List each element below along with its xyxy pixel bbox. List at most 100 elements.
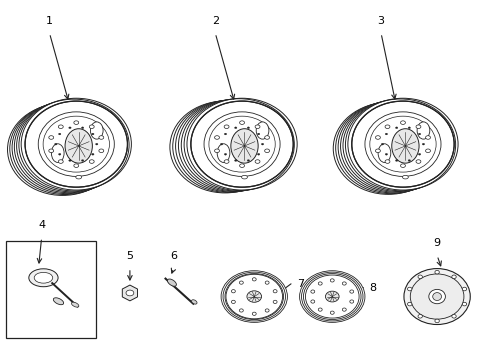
Ellipse shape bbox=[74, 164, 79, 167]
Ellipse shape bbox=[395, 127, 397, 129]
Text: 4: 4 bbox=[38, 220, 45, 230]
Ellipse shape bbox=[400, 121, 405, 125]
Ellipse shape bbox=[416, 122, 429, 139]
Ellipse shape bbox=[217, 144, 229, 162]
Ellipse shape bbox=[126, 290, 134, 296]
Ellipse shape bbox=[7, 104, 118, 195]
Ellipse shape bbox=[407, 302, 411, 306]
Ellipse shape bbox=[175, 100, 285, 192]
Ellipse shape bbox=[89, 125, 94, 129]
Ellipse shape bbox=[261, 143, 263, 145]
Ellipse shape bbox=[246, 291, 261, 302]
Ellipse shape bbox=[400, 164, 405, 167]
Ellipse shape bbox=[409, 274, 463, 319]
Ellipse shape bbox=[303, 274, 360, 319]
Ellipse shape bbox=[415, 160, 420, 163]
Ellipse shape bbox=[49, 136, 54, 139]
Ellipse shape bbox=[310, 290, 314, 293]
Ellipse shape bbox=[318, 282, 322, 285]
Ellipse shape bbox=[14, 101, 124, 193]
Ellipse shape bbox=[417, 275, 422, 279]
Ellipse shape bbox=[17, 100, 126, 192]
Ellipse shape bbox=[318, 308, 322, 311]
Ellipse shape bbox=[12, 102, 122, 194]
Ellipse shape bbox=[90, 122, 103, 139]
Ellipse shape bbox=[421, 143, 424, 145]
Ellipse shape bbox=[10, 103, 120, 194]
Ellipse shape bbox=[434, 319, 438, 323]
Bar bbox=[5, 241, 96, 338]
Ellipse shape bbox=[425, 149, 429, 153]
Ellipse shape bbox=[340, 100, 450, 192]
Ellipse shape bbox=[223, 272, 285, 321]
Ellipse shape bbox=[264, 309, 268, 312]
Ellipse shape bbox=[252, 278, 256, 281]
Ellipse shape bbox=[231, 289, 235, 293]
Ellipse shape bbox=[342, 100, 452, 192]
Ellipse shape bbox=[91, 133, 94, 135]
Ellipse shape bbox=[59, 133, 61, 135]
Ellipse shape bbox=[377, 144, 390, 162]
Ellipse shape bbox=[53, 298, 63, 305]
Text: 6: 6 bbox=[170, 251, 177, 261]
Ellipse shape bbox=[224, 133, 226, 135]
Ellipse shape bbox=[55, 143, 57, 145]
Ellipse shape bbox=[375, 136, 380, 139]
Ellipse shape bbox=[74, 121, 79, 125]
Polygon shape bbox=[122, 285, 137, 301]
Ellipse shape bbox=[184, 99, 294, 190]
Ellipse shape bbox=[220, 143, 223, 145]
Ellipse shape bbox=[246, 127, 249, 129]
Ellipse shape bbox=[351, 101, 453, 187]
Ellipse shape bbox=[428, 289, 445, 304]
Ellipse shape bbox=[91, 153, 94, 155]
Ellipse shape bbox=[451, 315, 455, 318]
Text: 1: 1 bbox=[46, 16, 53, 26]
Ellipse shape bbox=[330, 279, 333, 282]
Ellipse shape bbox=[95, 143, 98, 145]
Ellipse shape bbox=[461, 287, 466, 291]
Ellipse shape bbox=[178, 100, 288, 192]
Ellipse shape bbox=[349, 300, 353, 303]
Ellipse shape bbox=[230, 129, 258, 163]
Ellipse shape bbox=[403, 269, 469, 324]
Ellipse shape bbox=[76, 175, 81, 179]
Ellipse shape bbox=[337, 101, 447, 193]
Ellipse shape bbox=[224, 160, 228, 163]
Ellipse shape bbox=[257, 133, 259, 135]
Ellipse shape bbox=[58, 125, 63, 129]
Ellipse shape bbox=[417, 133, 420, 135]
Ellipse shape bbox=[34, 273, 53, 283]
Ellipse shape bbox=[99, 136, 103, 139]
Ellipse shape bbox=[89, 160, 94, 163]
Ellipse shape bbox=[58, 160, 63, 163]
Ellipse shape bbox=[19, 99, 129, 191]
Ellipse shape bbox=[49, 149, 54, 153]
Ellipse shape bbox=[425, 136, 429, 139]
Ellipse shape bbox=[234, 127, 237, 129]
Ellipse shape bbox=[384, 160, 389, 163]
Ellipse shape bbox=[391, 129, 418, 163]
Ellipse shape bbox=[65, 129, 92, 163]
Ellipse shape bbox=[417, 315, 422, 318]
Ellipse shape bbox=[99, 149, 103, 153]
Ellipse shape bbox=[342, 308, 346, 311]
Ellipse shape bbox=[342, 282, 346, 285]
Ellipse shape bbox=[169, 101, 280, 193]
Ellipse shape bbox=[234, 159, 237, 161]
Ellipse shape bbox=[51, 144, 64, 162]
Ellipse shape bbox=[181, 99, 291, 191]
Ellipse shape bbox=[255, 160, 260, 163]
Text: 8: 8 bbox=[368, 283, 375, 293]
Ellipse shape bbox=[224, 153, 226, 155]
Ellipse shape bbox=[461, 302, 466, 306]
Ellipse shape bbox=[375, 149, 380, 153]
Ellipse shape bbox=[432, 293, 441, 301]
Ellipse shape bbox=[415, 125, 420, 129]
Ellipse shape bbox=[385, 153, 387, 155]
Ellipse shape bbox=[231, 300, 235, 303]
Ellipse shape bbox=[214, 136, 219, 139]
Ellipse shape bbox=[264, 149, 269, 153]
Ellipse shape bbox=[25, 101, 127, 187]
Ellipse shape bbox=[239, 281, 243, 284]
